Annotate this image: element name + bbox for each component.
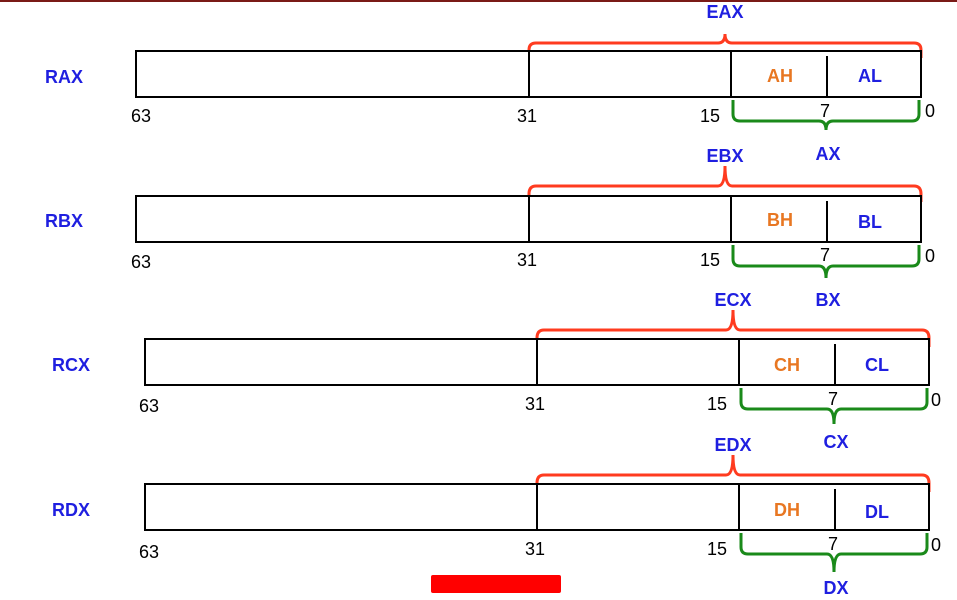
bit-15-label: 15 <box>700 250 720 270</box>
x-register-label: BX <box>815 290 840 310</box>
x-register-label: AX <box>815 144 840 164</box>
bit-15-label: 15 <box>700 106 720 126</box>
register-rbx: RBX EBX BH BL 63 31 15 7 0 BX <box>45 146 935 310</box>
e-brace <box>527 165 923 202</box>
e-brace <box>535 454 931 492</box>
bit-0-label: 0 <box>931 390 941 410</box>
e-register-label: EDX <box>714 435 751 455</box>
bit-63-label: 63 <box>139 396 159 416</box>
high-byte-label: CH <box>774 355 800 375</box>
bit-31-label: 31 <box>517 106 537 126</box>
x-brace <box>731 245 921 279</box>
bit-31-label: 31 <box>517 250 537 270</box>
e-register-label: EBX <box>706 146 743 166</box>
bit-7-label: 7 <box>828 389 838 409</box>
bit-63-label: 63 <box>131 252 151 272</box>
x-register-label: DX <box>823 578 848 598</box>
low-byte-label: AL <box>858 66 882 86</box>
register-name: RCX <box>52 355 90 375</box>
bit-7-label: 7 <box>820 245 830 265</box>
bit-63-label: 63 <box>139 542 159 562</box>
bit-15-label: 15 <box>707 539 727 559</box>
high-byte-label: BH <box>767 210 793 230</box>
bit-31-label: 31 <box>525 539 545 559</box>
e-register-label: ECX <box>714 290 751 310</box>
slide-footer-bar <box>431 575 561 593</box>
high-byte-label: AH <box>767 66 793 86</box>
x-brace <box>739 533 929 573</box>
register-name: RDX <box>52 500 90 520</box>
e-register-label: EAX <box>706 2 743 22</box>
bit-7-label: 7 <box>820 101 830 121</box>
bit-0-label: 0 <box>925 101 935 121</box>
bit-7-label: 7 <box>828 534 838 554</box>
register-rdx: RDX EDX DH DL 63 31 15 7 0 DX <box>52 435 941 598</box>
low-byte-label: CL <box>865 355 889 375</box>
e-brace <box>527 33 923 58</box>
bit-0-label: 0 <box>925 246 935 266</box>
x-brace <box>739 388 929 425</box>
high-byte-label: DH <box>774 500 800 520</box>
register-name: RAX <box>45 67 83 87</box>
top-rule <box>0 0 957 2</box>
bit-0-label: 0 <box>931 535 941 555</box>
x-brace <box>731 100 921 131</box>
bit-15-label: 15 <box>707 394 727 414</box>
register-rcx: RCX ECX CH CL 63 31 15 7 0 CX <box>52 290 941 452</box>
x-register-label: CX <box>823 432 848 452</box>
bit-31-label: 31 <box>525 394 545 414</box>
register-rax: RAX EAX AH AL 63 31 15 7 0 AX <box>45 2 935 164</box>
register-name: RBX <box>45 211 83 231</box>
low-byte-label: BL <box>858 212 882 232</box>
bit-63-label: 63 <box>131 106 151 126</box>
low-byte-label: DL <box>865 502 889 522</box>
e-brace <box>535 309 931 347</box>
